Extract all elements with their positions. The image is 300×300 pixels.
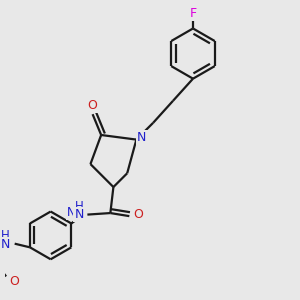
Text: N: N [137, 131, 147, 144]
Text: O: O [88, 99, 98, 112]
Text: N: N [1, 238, 10, 251]
Text: O: O [134, 208, 143, 221]
Text: O: O [9, 275, 19, 288]
Text: H: H [75, 200, 83, 212]
Text: N: N [74, 208, 84, 221]
Text: NH: NH [67, 206, 85, 219]
Text: F: F [189, 7, 197, 20]
Text: H: H [1, 229, 10, 242]
